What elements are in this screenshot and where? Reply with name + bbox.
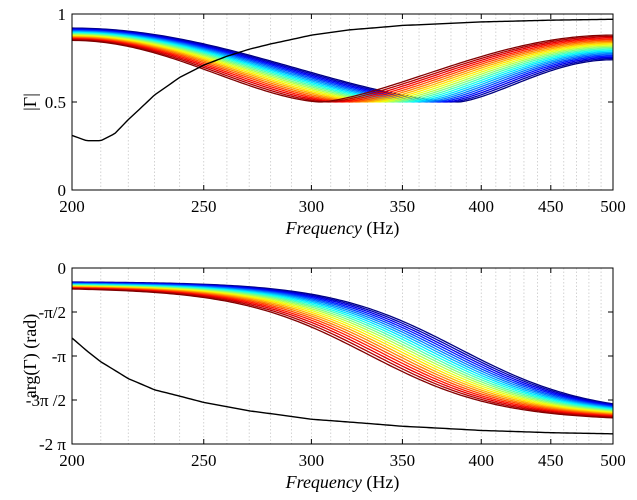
magnitude-plot: 200 250 300 350 400 450 500 0 0.5 1 Frequency (Hz)… (20, 5, 626, 239)
family-curves (72, 281, 613, 419)
family-curve-4 (72, 29, 613, 103)
x-tick-label: 200 (59, 197, 85, 216)
x-tick-label: 400 (469, 197, 495, 216)
y-axis-label: |Γ| (20, 93, 40, 111)
family-curve-8 (72, 31, 613, 103)
y-axis-label: arg(Γ) (rad) (20, 314, 41, 399)
family-curve-10 (72, 32, 613, 103)
family-curve-9 (72, 32, 613, 103)
x-axis-label-italic: Frequency (285, 472, 362, 492)
family-curve-19 (72, 36, 613, 103)
y-tick-label: -3π /2 (26, 391, 66, 410)
family-curve-20 (72, 35, 613, 103)
family-curve-21 (72, 34, 613, 103)
x-tick-label: 300 (299, 197, 325, 216)
family-curve-2 (72, 28, 613, 103)
x-axis-label: Frequency (Hz) (285, 472, 400, 493)
x-tick-label: 400 (469, 451, 495, 470)
x-axis-label-unit: (Hz) (362, 472, 399, 493)
family-curve-7 (72, 31, 613, 103)
x-axis-label-unit: (Hz) (362, 218, 399, 239)
family-curve-13 (72, 34, 613, 103)
family-curve-6 (72, 30, 613, 103)
x-tick-label: 200 (59, 451, 85, 470)
plot-area (72, 268, 613, 444)
y-tick-label: -2 π (39, 435, 66, 454)
x-tick-label: 500 (600, 451, 626, 470)
phase-plot: 200 250 300 350 400 450 500 0 -π/2 -π -3π /2 -2 π Fr… (20, 259, 626, 493)
y-tick-label: 0.5 (45, 93, 66, 112)
x-tick-label: 500 (600, 197, 626, 216)
y-tick-label: -π/2 (39, 303, 66, 322)
y-tick-label: 0 (58, 181, 67, 200)
x-tick-label: 450 (538, 197, 564, 216)
y-tick-label: -π (52, 347, 67, 366)
reference-curve (72, 337, 613, 435)
family-curve-21 (72, 288, 613, 419)
family-curves (72, 27, 613, 103)
x-tick-label: 250 (191, 451, 217, 470)
x-tick-label: 450 (538, 451, 564, 470)
x-axis-label-italic: Frequency (285, 218, 362, 238)
y-tick-label: 1 (58, 5, 67, 24)
x-axis-label: Frequency (Hz) (285, 218, 400, 239)
family-curve-1 (72, 27, 613, 103)
family-curve-11 (72, 33, 613, 103)
x-tick-label: 350 (390, 451, 416, 470)
x-tick-label: 300 (299, 451, 325, 470)
family-curve-5 (72, 29, 613, 103)
family-curve-12 (72, 34, 613, 103)
y-tick-label: 0 (58, 259, 67, 278)
x-tick-label: 350 (390, 197, 416, 216)
family-curve-3 (72, 28, 613, 103)
reference-curve (72, 18, 613, 142)
x-tick-label: 250 (191, 197, 217, 216)
